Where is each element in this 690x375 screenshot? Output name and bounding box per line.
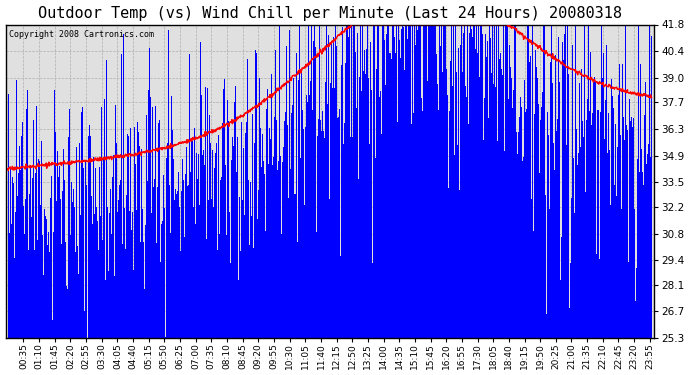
Title: Outdoor Temp (vs) Wind Chill per Minute (Last 24 Hours) 20080318: Outdoor Temp (vs) Wind Chill per Minute …: [38, 6, 622, 21]
Text: Copyright 2008 Cartronics.com: Copyright 2008 Cartronics.com: [9, 30, 154, 39]
